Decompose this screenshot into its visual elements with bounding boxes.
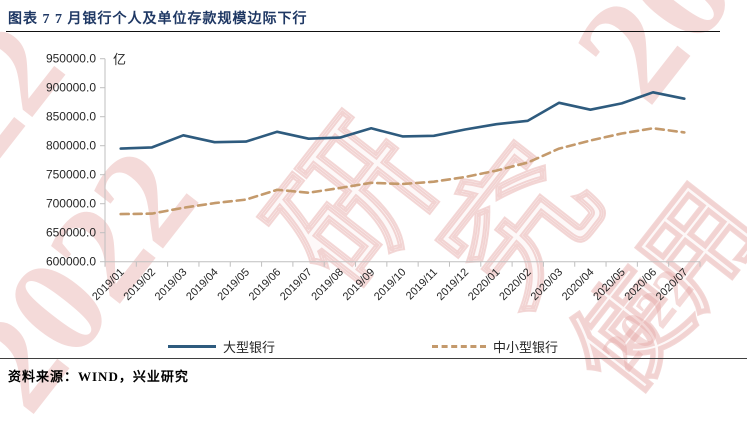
legend-item-small-medium-banks: 中小型银行 [432,338,559,355]
deposit-line-chart: 600000.0 650000.0 700000.0 750000.0 800000.0… [46,52,701,303]
y-axis-tick-label: 900000.0 [46,81,96,95]
x-axis-tick-label: 2019/11 [404,266,440,302]
series-line-large-banks [119,91,686,150]
x-axis-tick-label: 2020/01 [466,266,503,303]
x-axis-tick-label: 2019/06 [247,266,284,303]
series-line-small-medium-banks [119,127,686,216]
y-axis-tick-label: 650000.0 [46,226,96,240]
x-axis-tick-label: 2020/06 [623,266,660,303]
x-axis-tick-label: 2020/03 [529,266,566,303]
legend-solid-line-swatch [168,344,216,348]
y-axis-tick-label: 600000.0 [46,255,96,269]
x-axis-tick-label: 2019/09 [341,266,378,303]
x-axis-tick-label: 2019/05 [215,266,252,303]
y-axis-tick-label: 700000.0 [46,197,96,211]
x-axis-tick-label: 2019/12 [435,266,472,303]
x-axis-tick-label: 2019/03 [153,266,190,303]
x-axis-tick-label: 2020/07 [654,266,691,303]
x-axis-tick-label: 2019/04 [184,266,221,303]
x-axis-tick-label: 2019/10 [372,266,409,303]
legend-label: 大型银行 [223,339,276,355]
x-axis-tick-label: 2019/07 [278,266,315,303]
x-axis-tick-label: 2020/05 [591,266,628,303]
footer-divider [0,358,747,359]
title-underline [6,31,720,32]
x-axis-tick-label: 2020/02 [497,266,534,303]
chart-title: 图表 7 7 月银行个人及单位存款规模边际下行 [8,12,308,27]
x-axis-tick-label: 2019/01 [90,266,127,303]
x-axis-tick-label: 2020/04 [560,266,597,303]
y-axis-tick-label: 950000.0 [46,52,96,66]
x-axis-tick-label: 2019/08 [309,266,346,303]
legend-label: 中小型银行 [493,339,559,355]
x-axis-tick-label: 2019/02 [121,266,158,303]
y-axis-tick-label: 850000.0 [46,110,96,124]
legend-item-large-banks: 大型银行 [168,338,276,355]
source-note: 资料来源：WIND，兴业研究 [8,369,189,384]
y-axis-unit-label: 亿 [113,52,127,67]
y-axis-tick-label: 750000.0 [46,168,96,182]
y-axis-tick-label: 800000.0 [46,139,96,153]
legend-dashed-line-swatch [432,344,486,348]
